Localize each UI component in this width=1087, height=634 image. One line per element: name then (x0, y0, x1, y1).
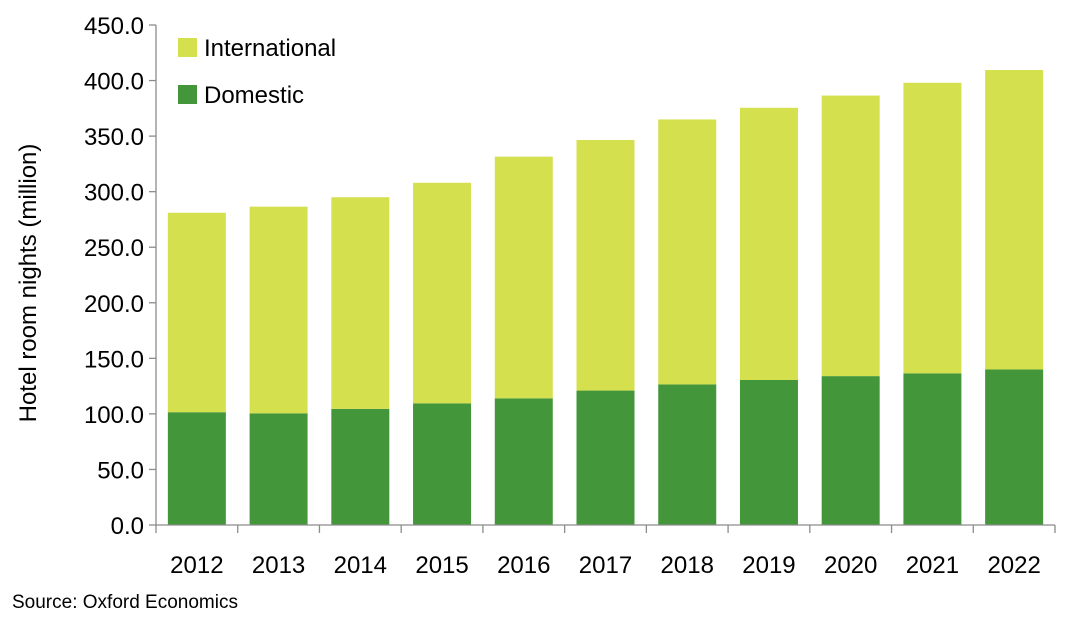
x-tick-label: 2022 (987, 552, 1040, 579)
y-tick-label: 200.0 (84, 291, 144, 318)
legend-label-international: International (204, 35, 336, 62)
y-ticks-layer: 0.0 50.0 100.0 150.0 200.0 250.0 300.0 350.0 400… (84, 13, 156, 540)
bar-domestic-2013 (249, 413, 308, 525)
x-tick-label: 2014 (334, 552, 387, 579)
bar-international-2017 (576, 140, 635, 391)
legend-swatch-domestic (178, 85, 197, 104)
y-axis-title: Hotel room nights (million) (15, 144, 42, 423)
x-tick-label: 2017 (579, 552, 632, 579)
bar-domestic-2022 (985, 369, 1044, 525)
y-tick-label: 350.0 (84, 124, 144, 151)
x-tick-label: 2015 (415, 552, 468, 579)
x-ticks-layer: 2012 2013 2014 2015 2016 2017 2018 2019 2020 2021… (155, 525, 1056, 579)
bar-international-2015 (413, 182, 472, 404)
bar-domestic-2017 (576, 390, 635, 525)
y-tick-label: 250.0 (84, 235, 144, 262)
x-tick-label: 2019 (742, 552, 795, 579)
legend-swatch-international (178, 38, 197, 57)
bar-domestic-2020 (821, 376, 880, 525)
x-tick-label: 2016 (497, 552, 550, 579)
bar-domestic-2015 (413, 403, 472, 525)
x-tick-label: 2018 (661, 552, 714, 579)
axes-layer (155, 25, 1055, 526)
y-tick-label: 150.0 (84, 346, 144, 373)
bar-international-2022 (985, 70, 1044, 370)
y-tick-label: 50.0 (97, 457, 144, 484)
bar-international-2020 (821, 95, 880, 377)
bar-domestic-2012 (167, 412, 226, 525)
bar-domestic-2018 (658, 384, 717, 525)
bar-domestic-2021 (903, 373, 962, 525)
legend: International Domestic (178, 35, 336, 109)
y-tick-label: 450.0 (84, 13, 144, 40)
y-tick-label: 100.0 (84, 402, 144, 429)
legend-label-domestic: Domestic (204, 82, 304, 109)
x-tick-label: 2020 (824, 552, 877, 579)
bar-international-2013 (249, 206, 308, 414)
bar-domestic-2014 (331, 408, 390, 525)
source-note: Source: Oxford Economics (12, 592, 238, 613)
x-tick-label: 2012 (170, 552, 223, 579)
y-tick-label: 0.0 (111, 513, 144, 540)
bar-domestic-2016 (494, 398, 553, 525)
y-tick-label: 300.0 (84, 180, 144, 207)
bar-international-2014 (331, 197, 390, 409)
bar-domestic-2019 (739, 380, 798, 525)
bar-international-2018 (658, 119, 717, 385)
x-tick-label: 2013 (252, 552, 305, 579)
y-tick-label: 400.0 (84, 69, 144, 96)
bar-international-2019 (739, 107, 798, 380)
bar-international-2016 (494, 156, 553, 399)
bar-international-2021 (903, 82, 962, 374)
x-tick-label: 2021 (906, 552, 959, 579)
bar-international-2012 (167, 212, 226, 413)
bars-layer (167, 70, 1044, 525)
